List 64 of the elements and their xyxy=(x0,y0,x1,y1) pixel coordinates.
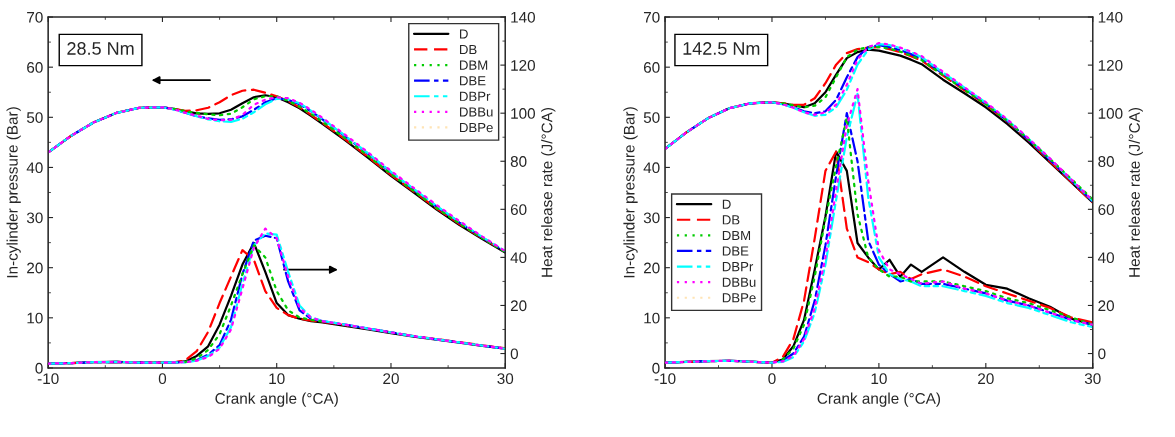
y-axis-title: In-cylinder pressure (Bar) xyxy=(623,107,638,278)
legend-label: DBPr xyxy=(459,91,491,101)
y2-tick-label: 40 xyxy=(1097,252,1115,264)
y-tick-label: 50 xyxy=(643,112,660,123)
x-tick-label: 0 xyxy=(158,373,167,385)
y2-tick-label: 80 xyxy=(1098,156,1115,167)
y2-tick-label: 40 xyxy=(510,252,527,264)
legend-label: DB xyxy=(722,215,740,225)
x-tick-label: 10 xyxy=(871,373,887,385)
y2-tick-label: 140 xyxy=(511,11,535,23)
y2-tick-label: 80 xyxy=(510,156,527,167)
y2-tick-label: 20 xyxy=(510,300,527,312)
legend-label: DBPe xyxy=(459,122,493,133)
annotation: 142.5 Nm xyxy=(683,42,760,55)
y-tick-label: 40 xyxy=(643,162,660,174)
x-axis-title: Crank angle (°CA) xyxy=(817,392,941,407)
legend-label: DBE xyxy=(722,246,749,256)
y2-tick-label: 100 xyxy=(511,108,535,119)
y-tick-label: 20 xyxy=(643,262,660,274)
y-tick-label: 0 xyxy=(35,362,43,374)
x-tick-label: 20 xyxy=(383,373,399,385)
y-tick-label: 70 xyxy=(643,11,660,23)
x-tick-label: 0 xyxy=(768,373,776,385)
y-tick-label: 50 xyxy=(26,112,43,123)
y2-tick-label: 0 xyxy=(1098,348,1106,360)
y-tick-label: 60 xyxy=(643,62,660,73)
legend-label: D xyxy=(722,199,731,209)
y2-tick-label: 60 xyxy=(1098,204,1115,216)
x-tick-label: 20 xyxy=(978,373,994,385)
legend-label: DBE xyxy=(459,76,486,86)
y-tick-label: 10 xyxy=(27,312,43,324)
legend-label: DBBu xyxy=(459,107,493,117)
legend-label: DBBu xyxy=(722,277,756,287)
y-tick-label: 10 xyxy=(644,312,660,324)
y2-tick-label: 120 xyxy=(511,59,535,71)
x-tick-label: 30 xyxy=(1084,373,1101,385)
y2-axis-title: Heat release rate (J/°CA) xyxy=(541,108,556,277)
x-axis-title: Crank angle (°CA) xyxy=(215,392,338,407)
y-axis-title: In-cylinder pressure (Bar) xyxy=(6,107,21,278)
x-tick-label: 30 xyxy=(497,373,514,385)
y2-tick-label: 140 xyxy=(1098,11,1123,23)
legend-label: D xyxy=(459,29,468,39)
y-tick-label: 60 xyxy=(27,62,43,73)
legend-label: DB xyxy=(459,45,477,55)
x-tick-label: 10 xyxy=(269,373,285,385)
legend-label: DBM xyxy=(459,60,488,70)
y-tick-label: 0 xyxy=(652,362,660,374)
y-tick-label: 40 xyxy=(26,162,43,174)
y2-tick-label: 100 xyxy=(1098,108,1123,119)
x-tick-label: -10 xyxy=(37,373,59,385)
y-tick-label: 70 xyxy=(27,11,43,23)
y2-tick-label: 60 xyxy=(510,204,527,216)
legend-label: DBPe xyxy=(722,293,756,303)
y2-tick-label: 0 xyxy=(510,348,519,360)
y2-tick-label: 20 xyxy=(1098,300,1115,312)
y-tick-label: 20 xyxy=(27,262,43,274)
annotation: 28.5 Nm xyxy=(67,42,134,55)
y2-axis-title: Heat release rate (J/°CA) xyxy=(1128,108,1143,277)
y2-tick-label: 120 xyxy=(1098,59,1123,71)
y-tick-label: 30 xyxy=(643,212,660,224)
legend-label: DBPr xyxy=(722,262,754,272)
legend-label: DBM xyxy=(722,230,751,240)
y-tick-label: 30 xyxy=(26,212,43,224)
x-tick-label: -10 xyxy=(654,373,676,385)
